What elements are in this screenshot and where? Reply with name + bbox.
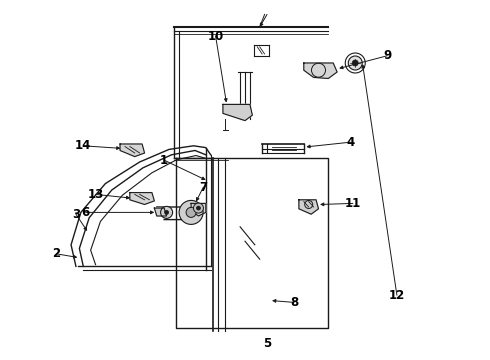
Text: 7: 7 xyxy=(199,181,207,194)
Text: 13: 13 xyxy=(87,188,104,201)
Polygon shape xyxy=(130,193,154,204)
Text: 5: 5 xyxy=(263,337,271,350)
Text: 6: 6 xyxy=(82,206,90,219)
Text: 4: 4 xyxy=(346,136,354,149)
Text: 10: 10 xyxy=(207,30,224,42)
Circle shape xyxy=(161,206,172,219)
Circle shape xyxy=(165,210,169,215)
Circle shape xyxy=(196,206,200,210)
Circle shape xyxy=(179,201,203,224)
Polygon shape xyxy=(154,208,167,216)
Circle shape xyxy=(352,60,358,66)
Text: 2: 2 xyxy=(52,247,60,260)
Circle shape xyxy=(348,56,362,70)
Circle shape xyxy=(194,203,203,213)
Text: 1: 1 xyxy=(160,154,168,167)
Polygon shape xyxy=(120,144,145,157)
Text: 14: 14 xyxy=(75,139,92,152)
Polygon shape xyxy=(191,203,206,216)
Text: 12: 12 xyxy=(389,289,405,302)
Polygon shape xyxy=(176,158,328,328)
Polygon shape xyxy=(304,63,337,78)
Polygon shape xyxy=(223,104,252,121)
Text: 9: 9 xyxy=(383,49,391,62)
Circle shape xyxy=(186,207,196,217)
Text: 11: 11 xyxy=(344,197,361,210)
Text: 8: 8 xyxy=(290,296,298,309)
Polygon shape xyxy=(299,200,318,214)
Text: 3: 3 xyxy=(72,208,80,221)
